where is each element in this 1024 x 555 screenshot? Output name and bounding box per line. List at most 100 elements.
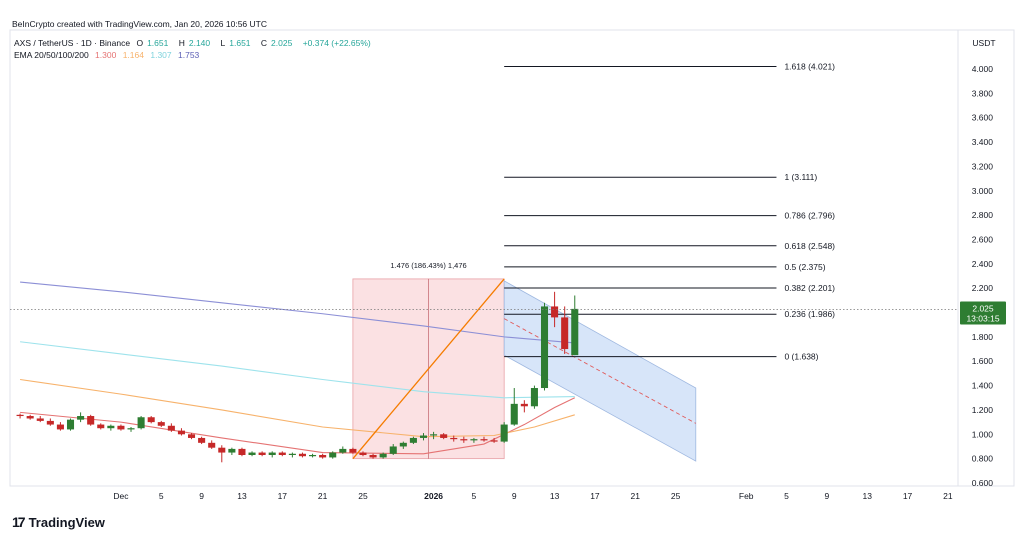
candle-body [520,403,528,407]
candle-body [36,418,44,421]
candle [238,447,246,457]
candle [530,385,538,409]
ema-50-value: 1.164 [122,50,144,60]
currency-label: USDT [972,38,995,48]
ema-200-value: 1.753 [178,50,200,60]
candle [571,295,579,356]
y-tick-label: 4.000 [972,64,994,74]
candle-body [571,308,579,356]
x-tick-label: 13 [550,491,560,501]
candle-body [177,430,185,435]
x-tick-label: Feb [739,491,754,501]
y-tick-label: 3.400 [972,137,994,147]
candle [66,418,75,431]
candle [157,420,165,427]
candle-body [127,428,135,430]
ema-line-2 [20,378,575,438]
candle-body [349,448,357,453]
candle [309,453,317,458]
candle-body [339,448,347,453]
fib-level-label: 0.618 (2.548) [784,241,835,251]
candle-body [399,442,407,447]
candle [46,418,54,426]
y-tick-label: 1.600 [972,356,994,366]
descending-channel [503,280,697,462]
x-tick-label: 9 [512,491,517,501]
x-tick-label: 2026 [424,491,443,501]
candle-body [490,440,498,442]
ema-20-value: 1.300 [95,50,117,60]
x-tick-label: Dec [113,491,129,501]
ohlc-high: H 2.140 [178,38,211,48]
candle [228,447,236,455]
candle [188,433,196,440]
candle [480,436,488,442]
ohlc-low: L 1.651 [220,38,251,48]
symbol-legend: AXS / TetherUS · 1D · Binance O 1.651 H 2.… [14,38,375,48]
tradingview-logo-icon: 17 [12,514,26,530]
fib-level-label: 0.382 (2.201) [784,283,835,293]
y-tick-label: 1.400 [972,381,994,391]
candle-body [389,446,397,454]
candle-body [66,419,75,430]
x-tick-label: 5 [784,491,789,501]
candle-body [268,452,276,455]
fib-level-label: 1 (3.111) [784,172,817,182]
candle-body [147,417,155,423]
candle-body [470,439,478,441]
candle-body [258,452,266,455]
ema-100-value: 1.307 [150,50,172,60]
ema-legend: EMA 20/50/100/200 1.300 1.164 1.307 1.75… [14,50,203,60]
ema-line-4 [20,281,575,344]
candle-body [248,452,256,455]
candle-body [561,317,569,350]
x-tick-label: 17 [903,491,913,501]
candle-body [319,454,327,458]
candle-body [188,434,196,438]
trend-line [352,278,505,460]
candle-body [419,435,428,438]
current-price-badge [960,301,1006,325]
candle [87,414,95,426]
candle [490,437,498,443]
ema-line-3 [20,341,575,399]
candle [218,445,226,463]
candle-body [551,306,559,318]
candle [137,416,145,430]
candle [268,451,276,458]
candle [329,451,337,459]
tradingview-logo: 17 TradingView [12,514,105,530]
x-tick-label: 9 [199,491,204,501]
x-tick-label: 17 [590,491,600,501]
candle [339,446,347,454]
candle-body [450,437,458,440]
candle [369,453,377,459]
x-tick-label: 21 [318,491,328,501]
candle-body [298,453,306,457]
candle [127,426,135,432]
candle [16,413,24,419]
candle [470,437,478,443]
candle-body [26,416,34,419]
candle-body [77,416,85,420]
fib-level-label: 0.236 (1.986) [784,309,835,319]
x-tick-label: 9 [825,491,830,501]
x-tick-label: 5 [472,491,477,501]
candle [36,416,44,423]
tradingview-logo-text: TradingView [28,514,105,530]
candle-body [530,388,538,407]
candle [349,447,357,454]
candle-body [500,424,508,442]
y-tick-label: 1.800 [972,332,994,342]
candle [117,424,125,431]
candle [500,422,508,443]
candle-body [430,434,438,436]
y-tick-label: 2.200 [972,283,994,293]
candle [198,436,206,445]
candle [561,306,569,354]
candle-body [329,452,337,458]
candle [77,412,85,423]
x-tick-label: 25 [358,491,368,501]
x-tick-label: 21 [631,491,641,501]
